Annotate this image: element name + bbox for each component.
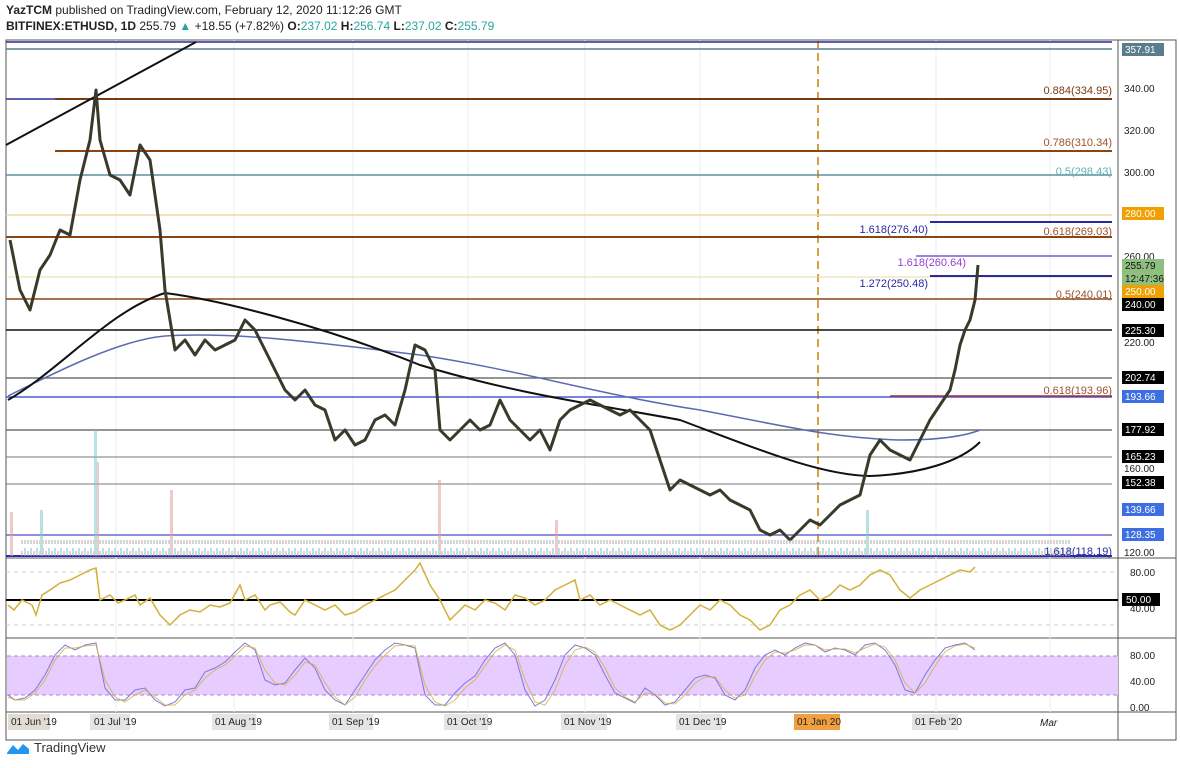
high-label: H: [340, 19, 354, 33]
svg-text:1.272(250.48): 1.272(250.48) [860, 278, 929, 290]
svg-text:0.618(269.03): 0.618(269.03) [1044, 226, 1113, 238]
svg-text:1.618(276.40): 1.618(276.40) [860, 224, 929, 236]
footer-brand[interactable]: TradingView [6, 740, 106, 755]
svg-text:01 Jun '19: 01 Jun '19 [11, 717, 57, 728]
svg-text:40.00: 40.00 [1130, 604, 1155, 615]
volume-bars [10, 430, 1070, 556]
last-price: 255.79 [139, 19, 177, 33]
svg-text:177.92: 177.92 [1125, 425, 1156, 436]
svg-text:01 Jul '19: 01 Jul '19 [94, 717, 137, 728]
candlesticks [8, 88, 980, 542]
svg-text:320.00: 320.00 [1124, 126, 1155, 137]
svg-text:280.00: 280.00 [1125, 209, 1156, 220]
price-change: +18.55 (+7.82%) [194, 19, 285, 33]
svg-text:202.74: 202.74 [1125, 373, 1156, 384]
svg-text:1.618(260.64): 1.618(260.64) [898, 257, 967, 269]
svg-text:50.00: 50.00 [1126, 595, 1151, 606]
price-badges: 357.91 280.00 255.79 12:47:36 250.00 240… [1122, 43, 1164, 541]
ma200-line [7, 334, 981, 441]
chart-header: YazTCM published on TradingView.com, Feb… [6, 2, 494, 34]
svg-text:0.5(298.43): 0.5(298.43) [1056, 166, 1112, 178]
svg-text:0.5(240.01): 0.5(240.01) [1056, 289, 1112, 301]
svg-text:01 Aug '19: 01 Aug '19 [215, 717, 262, 728]
svg-text:01 Jan 20: 01 Jan 20 [797, 717, 841, 728]
svg-text:260.00: 260.00 [1124, 252, 1155, 263]
svg-text:193.66: 193.66 [1125, 392, 1156, 403]
svg-text:1.618(118.19): 1.618(118.19) [1044, 546, 1112, 558]
svg-text:357.91: 357.91 [1125, 45, 1156, 56]
svg-text:160.00: 160.00 [1124, 464, 1155, 475]
svg-text:225.30: 225.30 [1125, 326, 1156, 337]
symbol: BITFINEX:ETHUSD, 1D [6, 19, 137, 33]
fib-labels: 0.884(334.95) 0.786(310.34) 0.5(298.43) … [860, 85, 1113, 558]
close-value: 255.79 [457, 19, 495, 33]
svg-text:01 Oct '19: 01 Oct '19 [447, 717, 493, 728]
svg-text:01 Nov '19: 01 Nov '19 [564, 717, 612, 728]
author[interactable]: YazTCM [6, 3, 53, 17]
stoch-rsi-pane [7, 642, 1118, 707]
close-label: C: [444, 19, 458, 33]
svg-text:01 Feb '20: 01 Feb '20 [915, 717, 962, 728]
vertical-grid [115, 40, 1051, 712]
tradingview-logo-icon [7, 743, 29, 754]
svg-text:128.35: 128.35 [1125, 530, 1156, 541]
publish-info: published on TradingView.com, February 1… [55, 3, 402, 17]
low-label: L: [393, 19, 405, 33]
svg-text:40.00: 40.00 [1130, 677, 1155, 688]
svg-text:01 Sep '19: 01 Sep '19 [332, 717, 380, 728]
high-value: 256.74 [353, 19, 391, 33]
svg-text:152.38: 152.38 [1125, 478, 1156, 489]
svg-text:300.00: 300.00 [1124, 168, 1155, 179]
svg-text:0.618(193.96): 0.618(193.96) [1044, 385, 1113, 397]
svg-text:0.884(334.95): 0.884(334.95) [1044, 85, 1113, 97]
open-value: 237.02 [300, 19, 338, 33]
svg-text:Mar: Mar [1040, 718, 1058, 729]
svg-text:0.00: 0.00 [1130, 703, 1150, 714]
horizontal-levels [6, 41, 1112, 557]
time-axis[interactable]: 01 Jun '19 01 Jul '19 01 Aug '19 01 Sep … [8, 714, 1058, 730]
svg-text:165.23: 165.23 [1125, 452, 1156, 463]
svg-text:80.00: 80.00 [1130, 568, 1155, 579]
up-arrow-icon: ▲ [179, 19, 192, 33]
svg-text:80.00: 80.00 [1130, 651, 1155, 662]
svg-text:240.00: 240.00 [1125, 300, 1156, 311]
trendline[interactable] [5, 41, 197, 146]
ma100-line [7, 291, 981, 478]
svg-text:220.00: 220.00 [1124, 338, 1155, 349]
svg-text:340.00: 340.00 [1124, 84, 1155, 95]
rsi-axis: 80.00 50.00 40.00 [1122, 568, 1160, 615]
svg-text:139.66: 139.66 [1125, 505, 1156, 516]
svg-text:0.786(310.34): 0.786(310.34) [1044, 137, 1113, 149]
svg-text:120.00: 120.00 [1124, 548, 1155, 559]
svg-text:01 Dec '19: 01 Dec '19 [679, 717, 727, 728]
svg-text:255.79: 255.79 [1125, 261, 1156, 272]
brand-name: TradingView [34, 740, 106, 755]
svg-text:12:47:36: 12:47:36 [1125, 274, 1164, 285]
stoch-axis: 80.00 40.00 0.00 [1130, 651, 1155, 714]
price-axis[interactable]: 340.00 320.00 300.00 260.00 220.00 160.0… [1124, 84, 1155, 559]
svg-text:250.00: 250.00 [1125, 287, 1156, 298]
open-label: O: [287, 19, 301, 33]
low-value: 237.02 [404, 19, 442, 33]
rsi-pane [6, 561, 1118, 631]
